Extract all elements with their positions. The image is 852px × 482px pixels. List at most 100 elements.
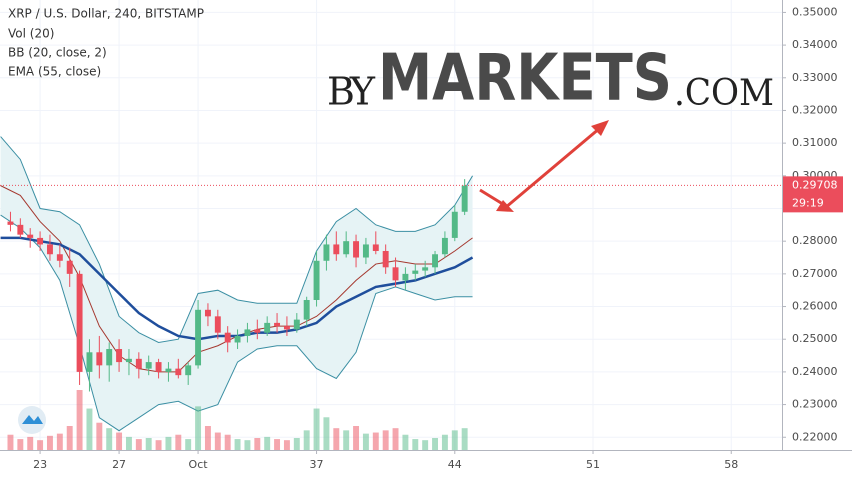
volume-bar bbox=[234, 439, 241, 450]
volume-bar bbox=[96, 422, 103, 450]
volume-bar bbox=[116, 432, 123, 450]
volume-bar bbox=[432, 438, 438, 450]
volume-bar bbox=[244, 440, 251, 450]
legend-bollinger: BB (20, close, 2) bbox=[8, 46, 107, 60]
x-tick-label: Oct bbox=[189, 458, 209, 471]
watermark-by: BY bbox=[327, 70, 376, 114]
arrow-head bbox=[591, 120, 609, 136]
y-tick-label: 0.22000 bbox=[792, 430, 838, 443]
volume-bar bbox=[333, 428, 340, 450]
candle-body bbox=[155, 362, 162, 372]
arrow-line bbox=[504, 126, 601, 210]
volume-bar bbox=[343, 430, 350, 450]
volume-bar bbox=[175, 434, 182, 450]
volume-bar bbox=[313, 408, 320, 450]
y-tick-label: 0.33000 bbox=[792, 71, 838, 84]
candle-body bbox=[392, 267, 399, 281]
volume-bar bbox=[214, 432, 221, 450]
candle-body bbox=[96, 352, 103, 366]
candle-body bbox=[412, 270, 419, 274]
volume-bar bbox=[422, 440, 429, 450]
last-price-label: 0.29708 bbox=[792, 178, 838, 191]
candle-body bbox=[106, 349, 113, 366]
candle-body bbox=[86, 352, 93, 372]
candle-body bbox=[66, 260, 73, 274]
candle-body bbox=[7, 221, 14, 225]
candle-body bbox=[195, 309, 202, 366]
volume-bar bbox=[353, 426, 360, 450]
volume-bar bbox=[382, 430, 389, 450]
candle-body bbox=[451, 211, 458, 238]
candle-body bbox=[27, 234, 34, 238]
candle-body bbox=[46, 244, 53, 255]
volume-bar bbox=[27, 436, 34, 450]
volume-bar bbox=[274, 439, 281, 450]
volume-bar bbox=[195, 406, 202, 450]
y-tick-label: 0.27000 bbox=[792, 267, 838, 280]
candle-body bbox=[333, 244, 340, 255]
candle-body bbox=[224, 332, 231, 343]
plot bbox=[0, 136, 782, 450]
logo-icon bbox=[22, 415, 43, 424]
candle-body bbox=[461, 185, 468, 212]
arrow-head bbox=[496, 200, 514, 212]
candle-body bbox=[76, 273, 83, 372]
volume-bar bbox=[461, 428, 468, 450]
volume-bar bbox=[283, 440, 290, 450]
volume-bar bbox=[125, 436, 132, 450]
volume-bar bbox=[185, 439, 192, 450]
candle-body bbox=[362, 244, 369, 258]
y-tick-label: 0.26000 bbox=[792, 300, 838, 313]
x-tick-label: 44 bbox=[448, 458, 462, 471]
candle-body bbox=[214, 316, 221, 333]
legend-volume: Vol (20) bbox=[8, 27, 54, 41]
candle-body bbox=[323, 244, 330, 261]
countdown-label: 29:19 bbox=[792, 196, 824, 209]
y-tick-label: 0.25000 bbox=[792, 332, 838, 345]
candle-body bbox=[343, 241, 350, 255]
candle-body bbox=[135, 358, 142, 369]
volume-bar bbox=[323, 417, 330, 450]
candle-body bbox=[204, 309, 211, 317]
annotation-arrows bbox=[479, 120, 609, 212]
candle-body bbox=[165, 368, 172, 372]
volume-bar bbox=[86, 408, 93, 450]
y-tick-label: 0.28000 bbox=[792, 234, 838, 247]
volume-bar bbox=[145, 438, 152, 450]
candle-body bbox=[37, 237, 44, 245]
candle-body bbox=[432, 254, 438, 268]
candle-body bbox=[234, 335, 241, 343]
candle-body bbox=[244, 329, 251, 336]
volume-bar bbox=[37, 440, 44, 450]
candle-body bbox=[382, 250, 389, 268]
volume-bar bbox=[46, 435, 53, 450]
volume-bar bbox=[402, 434, 409, 450]
y-tick-label: 0.32000 bbox=[792, 103, 838, 116]
last-price-badge bbox=[783, 176, 843, 213]
candle-body bbox=[17, 224, 24, 235]
volume-bar bbox=[362, 433, 369, 450]
candle-body bbox=[125, 358, 132, 363]
volume-bar bbox=[76, 390, 83, 450]
volume-bar bbox=[165, 436, 172, 450]
volume-bar bbox=[224, 434, 231, 450]
volume-bar bbox=[412, 439, 419, 450]
volume-bar bbox=[7, 434, 14, 450]
x-tick-label: 27 bbox=[112, 458, 126, 471]
volume-bar bbox=[372, 432, 379, 450]
candle-body bbox=[372, 244, 379, 251]
y-tick-label: 0.34000 bbox=[792, 38, 838, 51]
candle-body bbox=[402, 273, 409, 281]
volume-bar bbox=[264, 436, 271, 450]
volume-bar bbox=[441, 434, 448, 450]
volume-bar bbox=[106, 428, 113, 450]
chart-title: XRP / U.S. Dollar, 240, BITSTAMP bbox=[8, 7, 204, 21]
volume-bar bbox=[392, 428, 399, 450]
watermark-brand: MARKETS bbox=[378, 42, 672, 116]
candle-body bbox=[313, 260, 320, 300]
candle-body bbox=[283, 326, 290, 330]
x-tick-label: 51 bbox=[586, 458, 600, 471]
candle-body bbox=[303, 300, 310, 320]
candle-body bbox=[441, 237, 448, 255]
